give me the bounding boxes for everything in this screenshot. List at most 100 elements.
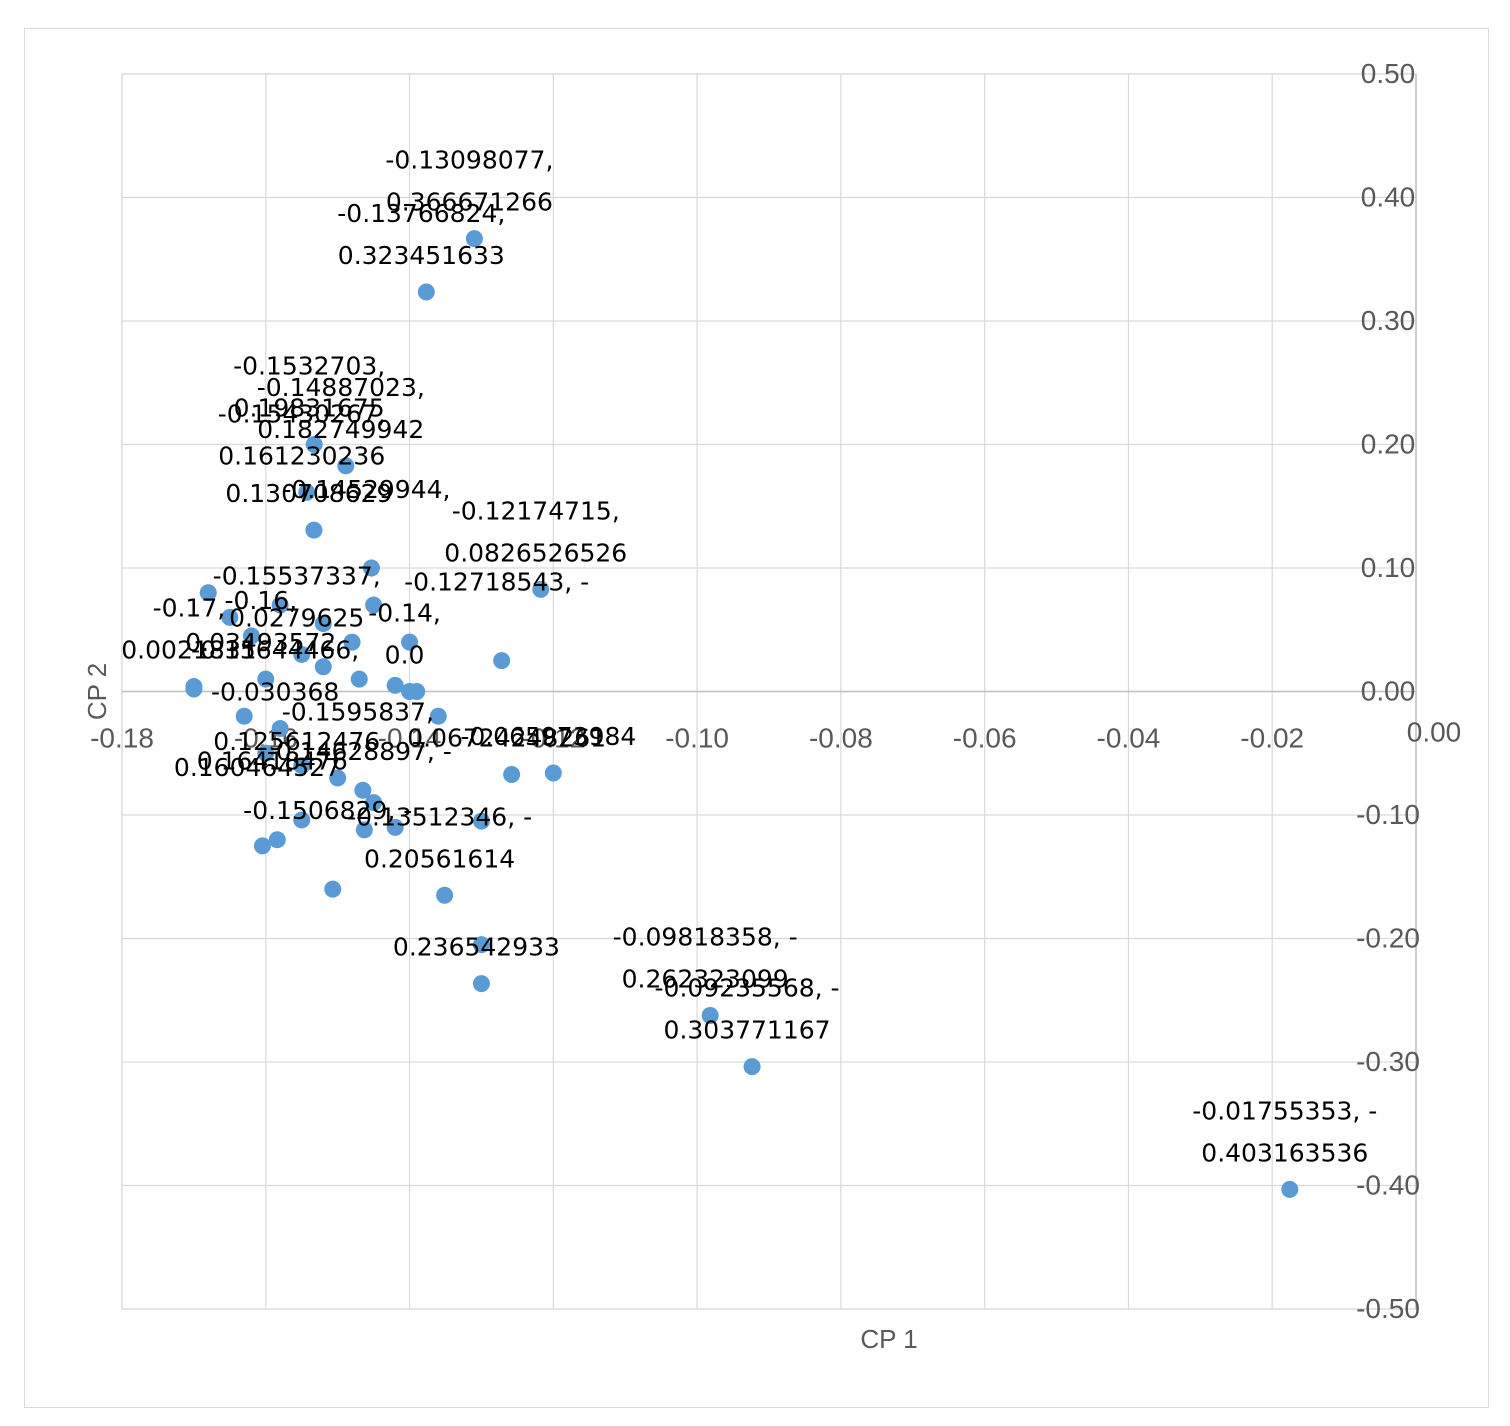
data-point bbox=[185, 680, 203, 698]
data-label: -0.17, bbox=[153, 594, 226, 623]
data-point bbox=[362, 559, 380, 577]
data-label: -0.13766824, bbox=[337, 199, 505, 228]
data-label: 0.06724248261 bbox=[407, 723, 606, 752]
data-point bbox=[199, 584, 217, 602]
y-tick-label: -0.40 bbox=[1356, 1170, 1420, 1201]
x-tick-label: -0.18 bbox=[90, 723, 154, 754]
data-point bbox=[324, 880, 342, 898]
data-label: 0.0826526526 bbox=[444, 538, 627, 567]
data-label: -0.14887023, bbox=[257, 373, 425, 402]
data-point bbox=[472, 936, 490, 954]
data-label: -0.1595837, bbox=[282, 697, 434, 726]
data-label: -0.12718543, - bbox=[404, 568, 589, 597]
x-tick-label: -0.04 bbox=[1097, 723, 1161, 754]
data-point bbox=[1281, 1180, 1299, 1198]
data-point bbox=[503, 765, 521, 783]
data-label: -0.01755353, - bbox=[1192, 1096, 1377, 1125]
data-point bbox=[253, 837, 271, 855]
data-point bbox=[235, 707, 253, 725]
data-point bbox=[271, 596, 289, 614]
data-point bbox=[298, 483, 316, 501]
data-label: 0.262323099 bbox=[622, 964, 789, 993]
data-label: -0.16, bbox=[224, 586, 297, 615]
data-point bbox=[271, 720, 289, 738]
data-label: -0.13512346, - bbox=[347, 802, 532, 831]
data-point bbox=[305, 521, 323, 539]
data-label: 0.03493572 bbox=[185, 628, 336, 657]
data-label: 0.130708629 bbox=[225, 479, 392, 508]
data-point bbox=[408, 683, 426, 700]
data-label: 0.0 bbox=[385, 641, 425, 670]
y-tick-label: -0.10 bbox=[1356, 799, 1420, 830]
data-label: -0.1532703, bbox=[233, 352, 385, 381]
data-point bbox=[743, 1058, 761, 1076]
data-label: -0.14, bbox=[368, 599, 441, 628]
x-axis-title: CP 1 bbox=[860, 1324, 917, 1354]
data-point bbox=[293, 811, 311, 829]
data-point bbox=[268, 831, 286, 849]
data-point bbox=[417, 283, 435, 301]
data-point bbox=[429, 707, 447, 725]
data-point bbox=[293, 645, 311, 663]
data-label: 0.236542933 bbox=[393, 933, 560, 962]
data-point bbox=[257, 744, 275, 762]
data-label: -0.14529944, bbox=[282, 475, 450, 504]
data-point bbox=[472, 812, 490, 830]
data-point bbox=[293, 757, 311, 775]
x-tick-label: 0.00 bbox=[1407, 717, 1462, 748]
x-tick-label: -0.06 bbox=[953, 723, 1017, 754]
data-point bbox=[314, 658, 332, 676]
data-point bbox=[350, 670, 368, 688]
data-point bbox=[544, 764, 562, 782]
data-label: -0.13098077, bbox=[385, 146, 553, 175]
data-label: -0.12174715, bbox=[452, 496, 620, 525]
x-tick-label: -0.08 bbox=[809, 723, 873, 754]
data-point bbox=[343, 633, 361, 651]
data-point bbox=[472, 975, 490, 993]
data-label: -0.065973984 bbox=[460, 722, 636, 751]
y-axis-title: CP 2 bbox=[82, 663, 112, 720]
data-label: -0.14628897, - bbox=[267, 737, 452, 766]
y-tick-label: 0.30 bbox=[1361, 305, 1416, 336]
data-point bbox=[314, 615, 332, 633]
data-label: 0.182749942 bbox=[257, 415, 424, 444]
data-label: 0.161230236 bbox=[218, 441, 385, 470]
x-tick-label: -0.12 bbox=[521, 723, 585, 754]
data-label: 0.20561614 bbox=[364, 844, 515, 873]
data-label: -0.09235568, - bbox=[655, 974, 840, 1003]
data-label: -0.1506829, - bbox=[243, 796, 412, 825]
data-label: 0.125612476 bbox=[213, 727, 380, 756]
data-point bbox=[493, 652, 511, 670]
data-label: 0.0279625 bbox=[229, 603, 364, 632]
data-point bbox=[401, 633, 419, 651]
y-tick-label: -0.30 bbox=[1356, 1046, 1420, 1077]
data-point bbox=[354, 781, 372, 799]
data-point bbox=[386, 818, 404, 836]
data-point bbox=[365, 596, 383, 614]
data-point bbox=[436, 886, 454, 904]
data-point bbox=[365, 794, 383, 812]
x-tick-label: -0.10 bbox=[665, 723, 729, 754]
data-label: 0.0021831 bbox=[121, 636, 256, 665]
data-point bbox=[305, 436, 323, 453]
data-point bbox=[532, 580, 550, 598]
data-label: 0.16418476 bbox=[197, 747, 348, 776]
data-label: -0.030368 bbox=[211, 678, 339, 707]
y-tick-label: 0.10 bbox=[1361, 552, 1416, 583]
data-point bbox=[329, 769, 347, 787]
chart-frame bbox=[24, 28, 1489, 1408]
data-point bbox=[465, 230, 483, 248]
y-tick-label: -0.20 bbox=[1356, 923, 1420, 954]
y-tick-label: -0.50 bbox=[1356, 1293, 1420, 1324]
data-point bbox=[355, 821, 373, 839]
data-point bbox=[386, 676, 404, 694]
data-label: 0.303771167 bbox=[664, 1016, 831, 1045]
data-point bbox=[337, 457, 355, 475]
data-label: 0.403163536 bbox=[1201, 1138, 1368, 1167]
data-point bbox=[257, 670, 275, 688]
x-tick-label: -0.14 bbox=[378, 723, 442, 754]
y-tick-label: 0.50 bbox=[1361, 58, 1416, 89]
y-tick-label: 0.00 bbox=[1361, 676, 1416, 707]
data-point bbox=[242, 627, 260, 645]
x-tick-label: -0.02 bbox=[1240, 723, 1304, 754]
